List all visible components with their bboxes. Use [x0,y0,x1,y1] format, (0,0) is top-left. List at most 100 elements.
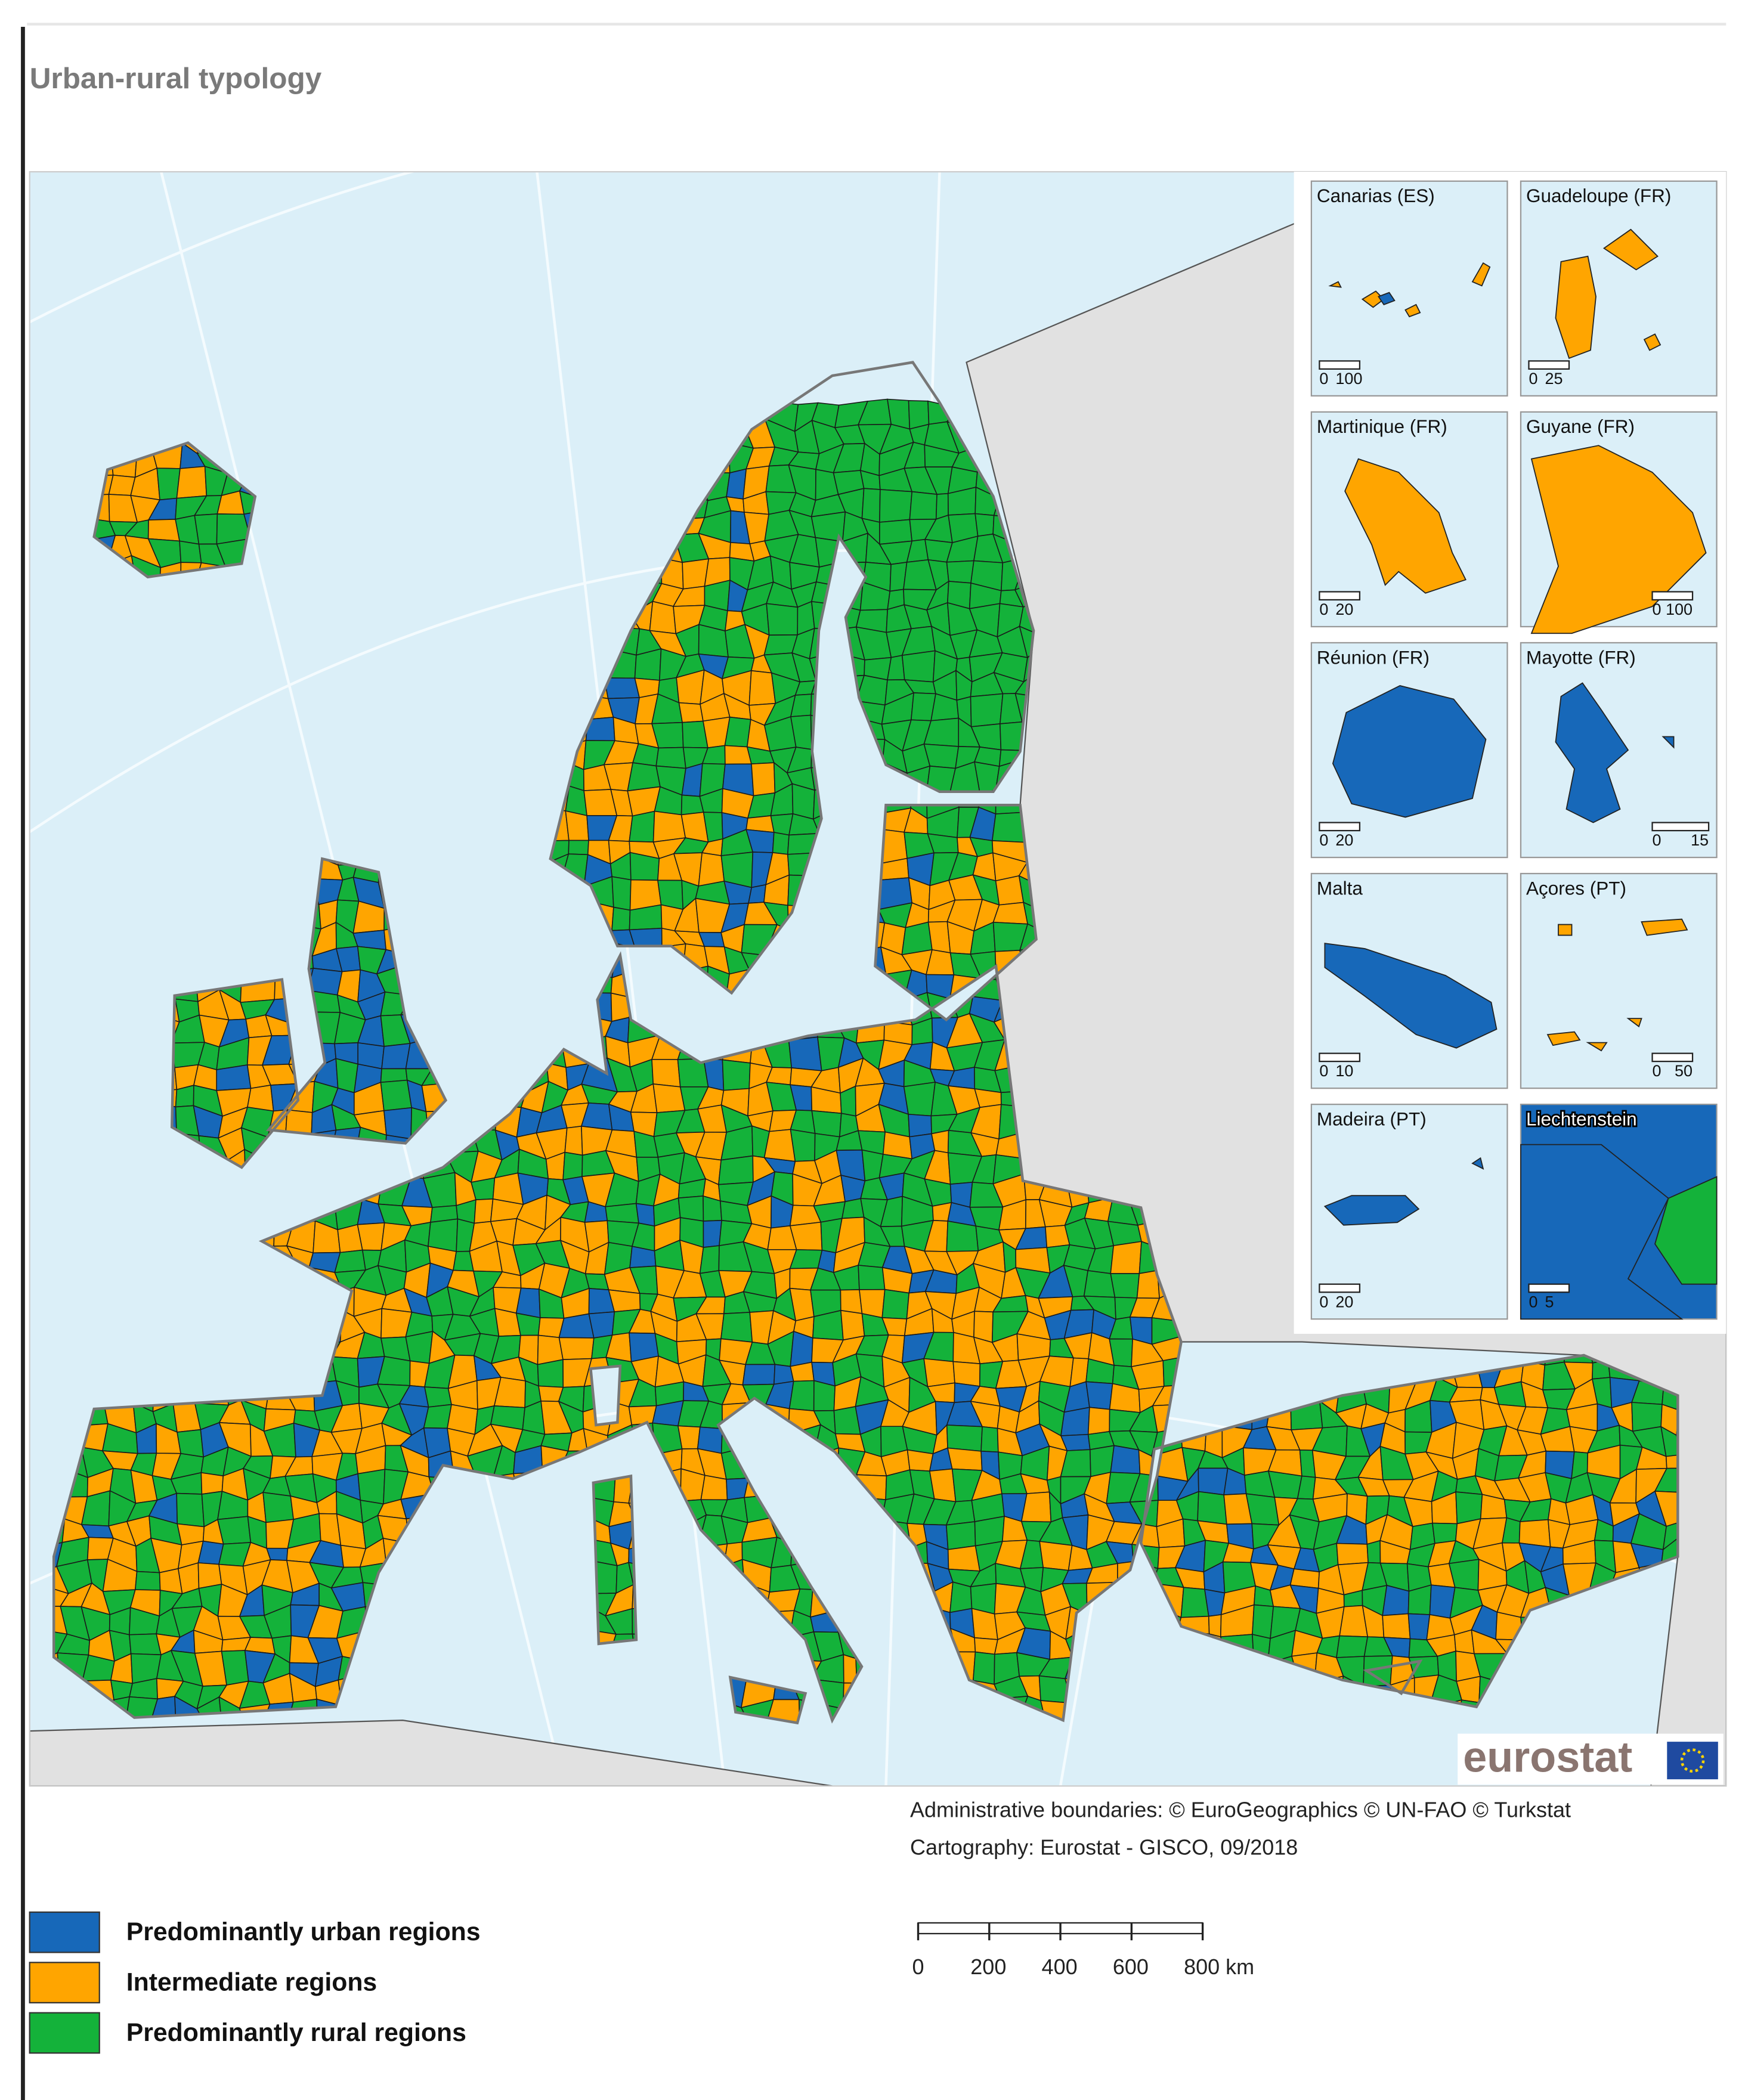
region [1208,1614,1222,1638]
eu-flag [1667,1742,1718,1780]
region [1252,1604,1274,1639]
inset-label: Réunion (FR) [1317,646,1430,668]
region [720,1312,753,1343]
legend-label: Predominantly rural regions [126,2018,466,2047]
region [266,1547,289,1561]
region [652,810,686,843]
region [858,1265,886,1290]
inset-scale-label: 50 [1675,1062,1693,1080]
region [1245,1493,1280,1526]
scale-label: 400 [1042,1955,1078,1979]
region [909,491,938,521]
region [908,1113,932,1138]
inset: Canarias (ES)0 100 [1310,180,1508,397]
region [677,1195,704,1222]
region [383,1107,412,1140]
region [703,1219,722,1248]
region [946,560,974,584]
legend-label: Intermediate regions [126,1968,377,1997]
inset-scale-label: 0 [1653,831,1662,849]
region [1039,1541,1073,1571]
region [1366,1540,1381,1564]
credit-line: Cartography: Eurostat - GISCO, 09/2018 [910,1835,1298,1860]
inset-scale-label: 25 [1545,370,1563,388]
region [946,1424,983,1452]
inset-label: Guyane (FR) [1526,416,1635,437]
region [901,650,936,683]
region [568,840,589,856]
region [134,1571,161,1591]
region [1087,1407,1110,1435]
region [217,1516,252,1545]
region [1198,1467,1229,1495]
inset-scale-label: 0 [1529,1293,1537,1311]
region [1407,1613,1431,1641]
inset: Açores (PT) 0 50 [1520,872,1718,1089]
region [927,921,951,954]
region [357,1222,385,1251]
inset-scale-label: 20 [1335,831,1353,849]
region [791,783,815,820]
region [678,702,704,723]
region [285,1109,313,1135]
region [380,1079,413,1111]
inset-scale-bar [1651,822,1710,832]
region [611,906,631,931]
region [428,1218,459,1252]
inset: Réunion (FR)0 20 [1310,642,1508,859]
region [629,810,655,843]
inset-label: Canarias (ES) [1317,185,1435,206]
inset-scale-bar [1528,1283,1570,1293]
region [813,1380,836,1411]
legend-swatch [29,1911,100,1953]
region [700,1475,728,1501]
region [1382,1613,1411,1640]
region [558,1337,595,1360]
inset-scale-label: 0 [1529,370,1537,388]
inset-label: Açores (PT) [1526,877,1626,899]
inset-scale-label: 0 [1319,1293,1328,1311]
region [1336,1635,1369,1658]
region [179,540,202,563]
inset-scale-bar [1651,1052,1694,1063]
region [906,1449,934,1472]
inset-scale-label: 0 [1319,370,1328,388]
region [177,1429,205,1458]
region [840,1309,865,1341]
region [1110,1445,1141,1475]
inset-label: Malta [1317,877,1363,899]
region [677,1425,701,1449]
region [605,1203,639,1224]
region [474,1198,494,1224]
region [1453,1629,1475,1655]
region [1110,1241,1142,1274]
region [974,1637,998,1655]
region [763,1129,796,1162]
region [1197,1491,1227,1525]
map-title: Urban-rural typology [30,62,322,95]
region [903,1082,936,1117]
region [1432,1522,1458,1544]
inset-scale-label: 0 [1319,1062,1328,1080]
inset-scale-bar [1319,591,1361,601]
region [221,1650,249,1686]
inset-scale-bar [1319,1283,1361,1293]
inset: Mayotte (FR)0 15 [1520,642,1718,859]
inset-label: Mayotte (FR) [1526,646,1636,668]
scale-label: 200 [970,1955,1006,1979]
inset: Martinique (FR)0 20 [1310,411,1508,628]
inset-scale-label: 100 [1666,600,1693,618]
region [564,1125,583,1156]
region [931,1129,949,1154]
inset-scale-bar [1651,591,1694,601]
region [1336,1543,1369,1566]
region [699,1245,720,1274]
region [724,716,751,748]
inset-scale-label: 0 [1653,1062,1662,1080]
region [879,489,913,523]
inset-scale-bar [1528,360,1570,370]
region [147,519,181,542]
region [1083,1270,1116,1298]
